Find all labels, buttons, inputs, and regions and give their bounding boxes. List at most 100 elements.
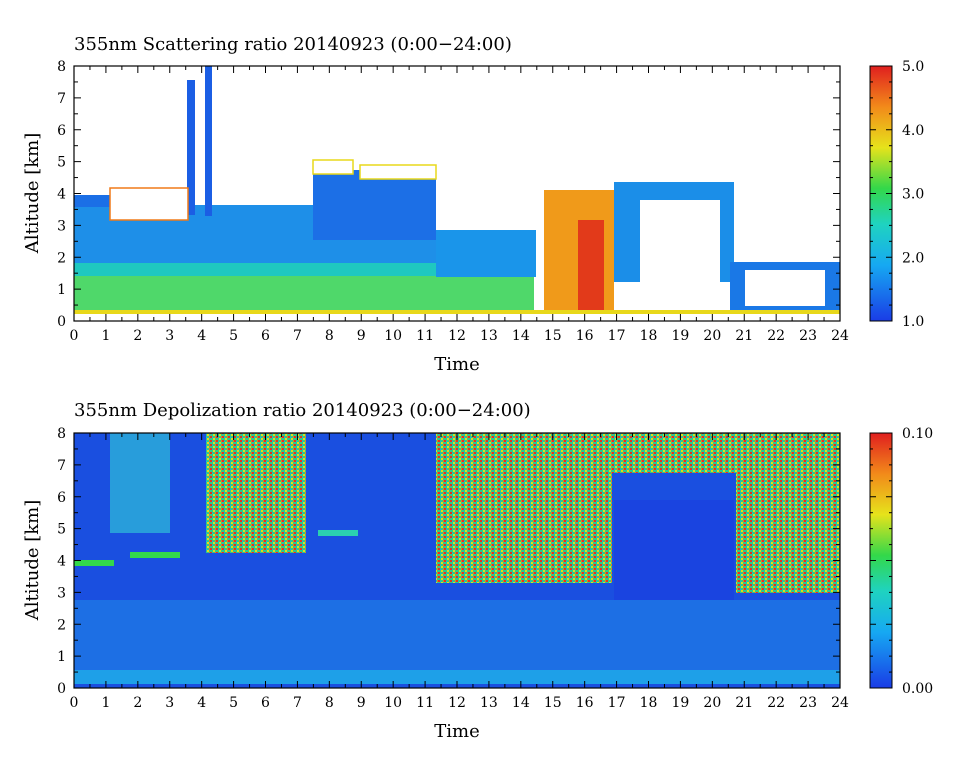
chart1-x-tick-label: 8: [325, 328, 334, 344]
chart1-x-tick-label: 14: [512, 328, 530, 344]
chart1-y-axis: 0 1 2 3 4 5 6 7 8: [57, 59, 840, 330]
chart2-x-tick-label: 4: [197, 695, 206, 711]
chart2-title: 355nm Depolization ratio 20140923 (0:00−…: [74, 400, 531, 421]
chart2-x-tick-label: 3: [165, 695, 174, 711]
chart1-y-tick-label: 4: [57, 187, 66, 203]
chart2-x-tick-label: 13: [480, 695, 498, 711]
chart2-x-tick-label: 16: [576, 695, 594, 711]
chart1-afternoon-layer: [436, 230, 536, 277]
chart1-y-tick-label: 3: [57, 218, 66, 234]
chart1-y-tick-label: 1: [57, 282, 66, 298]
chart2-surface-layer: [74, 670, 840, 684]
chart2-colorbar-label: 0.00: [902, 681, 933, 697]
chart1-x-tick-label: 0: [70, 328, 79, 344]
chart2-x-axis: 0 1 2 3 4 5 6 7 8 9 10 11 12 13 14 15 16 17 18 19 20 21 22 23 24: [70, 433, 849, 711]
chart2-boundary-layer: [74, 600, 840, 670]
chart1-column-1: [187, 80, 195, 215]
chart1-y-tick-label: 5: [57, 155, 66, 171]
chart1-x-tick-label: 6: [261, 328, 270, 344]
chart2-x-tick-label: 14: [512, 695, 530, 711]
chart2-x-tick-label: 5: [229, 695, 238, 711]
chart1-x-tick-label: 22: [767, 328, 785, 344]
chart2-cloud-base-2: [130, 552, 180, 558]
chart2-x-tick-label: 18: [640, 695, 658, 711]
chart2-noise-region-4: [736, 473, 840, 593]
chart1-x-tick-label: 4: [197, 328, 206, 344]
chart2-heatmap: [74, 433, 840, 688]
chart2-y-tick-label: 1: [57, 649, 66, 665]
chart1-cloud-top-2: [359, 164, 437, 180]
chart1-x-tick-label: 23: [799, 328, 817, 344]
chart1-heatmap: [74, 66, 840, 321]
chart1-colorbar-ticks: 1.0 2.0 3.0 4.0 5.0: [870, 59, 924, 330]
chart1-ylabel: Altitude [km]: [22, 133, 43, 255]
chart1-x-tick-label: 12: [448, 328, 466, 344]
chart1-colorbar-label: 4.0: [902, 123, 924, 139]
chart1-cloud-top-1: [312, 159, 354, 175]
chart2-noise-region-3: [612, 433, 840, 473]
chart1-x-tick-label: 13: [480, 328, 498, 344]
chart1-x-tick-label: 2: [133, 328, 142, 344]
chart2-x-tick-label: 2: [133, 695, 142, 711]
chart2-x-tick-label: 1: [101, 695, 110, 711]
chart1-x-tick-label: 15: [544, 328, 562, 344]
chart2-y-tick-label: 7: [57, 458, 66, 474]
chart2-x-tick-label: 12: [448, 695, 466, 711]
chart2-colorbar: 0.00 0.10: [869, 426, 933, 697]
chart2-x-tick-label: 24: [831, 695, 849, 711]
chart2-y-tick-label: 6: [57, 490, 66, 506]
chart1-surface-line: [74, 310, 840, 314]
chart1-cloud-base-1: [109, 187, 189, 221]
chart1-late-cloud-void: [640, 200, 720, 300]
chart1-x-tick-label: 11: [416, 328, 434, 344]
chart2-y-tick-label: 2: [57, 617, 66, 633]
chart1-x-tick-label: 17: [608, 328, 626, 344]
chart1-boundary-layer-top: [74, 262, 534, 276]
chart2-x-tick-label: 22: [767, 695, 785, 711]
chart1-x-tick-label: 10: [384, 328, 402, 344]
chart2-x-tick-label: 23: [799, 695, 817, 711]
chart1-x-axis: 0 1 2 3 4 5 6 7 8 9 10 11 12 13 14 15 16 17 18 19 20 21 22 23 24: [70, 66, 849, 344]
chart1-colorbar-label: 5.0: [902, 59, 924, 75]
chart2-xlabel: Time: [434, 721, 479, 742]
chart2-x-tick-label: 7: [293, 695, 302, 711]
chart1-colorbar-label: 2.0: [902, 250, 924, 266]
chart2-x-tick-label: 21: [735, 695, 753, 711]
chart1-x-tick-label: 3: [165, 328, 174, 344]
chart1-colorbar: 1.0 2.0 3.0 4.0 5.0: [869, 59, 924, 330]
chart1-y-tick-label: 2: [57, 250, 66, 266]
chart1-title: 355nm Scattering ratio 20140923 (0:00−24…: [74, 34, 512, 55]
chart1-x-tick-label: 24: [831, 328, 849, 344]
chart2-noise-region-5: [110, 433, 170, 533]
chart2-cloud-base-3: [318, 530, 358, 536]
chart2-cloud-base-1: [74, 560, 114, 566]
chart2-x-tick-label: 8: [325, 695, 334, 711]
chart2-noise-region-1: [206, 433, 306, 553]
chart1-xlabel: Time: [434, 354, 479, 375]
chart2-x-tick-label: 6: [261, 695, 270, 711]
chart1-x-tick-label: 21: [735, 328, 753, 344]
chart1-y-tick-label: 6: [57, 123, 66, 139]
chart1-x-tick-label: 20: [703, 328, 721, 344]
chart1-blue-block: [313, 170, 436, 240]
chart2-y-axis: 0 1 2 3 4 5 6 7 8: [57, 426, 840, 697]
chart2-colorbar-ticks: 0.00 0.10: [870, 426, 933, 697]
chart1-aerosol-plume-core: [578, 220, 604, 310]
chart1-clear-air-upper: [74, 195, 110, 207]
chart1-evening-void: [745, 270, 825, 306]
chart1-x-tick-label: 7: [293, 328, 302, 344]
chart1-y-tick-label: 8: [57, 59, 66, 75]
chart1-x-tick-label: 19: [672, 328, 690, 344]
chart2-y-tick-label: 0: [57, 681, 66, 697]
chart2-y-tick-label: 5: [57, 522, 66, 538]
chart1-x-tick-label: 5: [229, 328, 238, 344]
chart2-y-tick-label: 8: [57, 426, 66, 442]
chart2-x-tick-label: 19: [672, 695, 690, 711]
chart2-y-tick-label: 4: [57, 554, 66, 570]
chart1-colorbar-label: 3.0: [902, 187, 924, 203]
chart2-ylabel: Altitude [km]: [22, 500, 43, 622]
chart2-noise-region-2: [436, 433, 612, 583]
chart1-y-tick-label: 7: [57, 91, 66, 107]
chart2-x-tick-label: 0: [70, 695, 79, 711]
